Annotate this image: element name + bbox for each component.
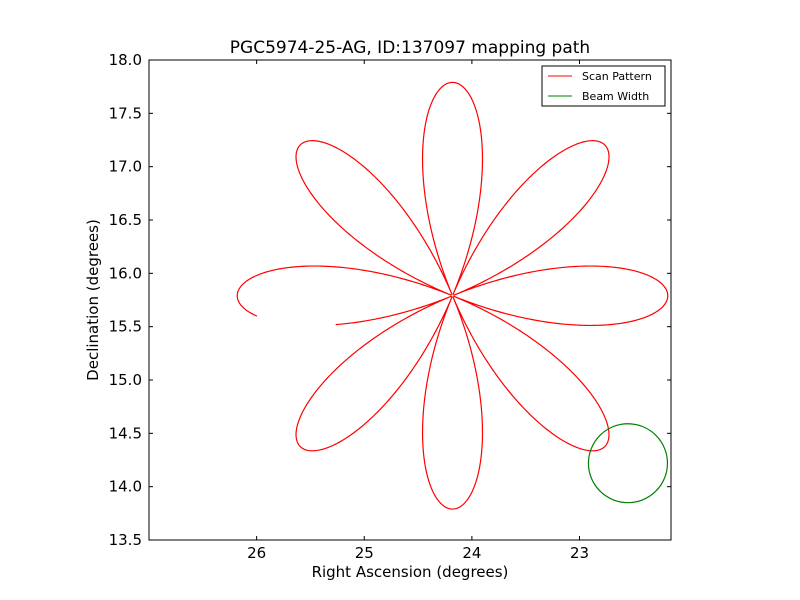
y-axis-label: Declination (degrees) xyxy=(84,219,102,381)
y-tick-label: 14.0 xyxy=(109,478,142,496)
y-axis-ticks: 13.5 14.0 14.5 15.0 15.5 16.0 16.5 17.0 17.5 18.0 xyxy=(109,51,671,549)
legend: Scan Pattern Beam Width xyxy=(541,65,666,107)
x-tick-label: 23 xyxy=(570,544,589,562)
plot-frame xyxy=(148,59,672,541)
x-axis-label: Right Ascension (degrees) xyxy=(312,563,509,581)
x-tick-label: 24 xyxy=(462,544,481,562)
y-tick-label: 15.5 xyxy=(109,318,142,336)
x-tick-label: 25 xyxy=(355,544,374,562)
y-tick-label: 17.0 xyxy=(109,158,142,176)
y-tick-label: 13.5 xyxy=(109,531,142,549)
y-tick-label: 16.5 xyxy=(109,211,142,229)
series-layer xyxy=(236,81,669,510)
y-tick-label: 18.0 xyxy=(109,51,142,69)
plot-area xyxy=(149,60,671,540)
legend-box xyxy=(541,65,666,107)
y-tick-label: 15.0 xyxy=(109,371,142,389)
x-tick-label: 26 xyxy=(247,544,266,562)
y-tick-label: 17.5 xyxy=(109,104,142,122)
legend-label-scan-pattern: Scan Pattern xyxy=(582,70,652,83)
y-tick-label: 16.0 xyxy=(109,264,142,282)
beam-width-circle xyxy=(587,423,669,504)
scan-pattern-line xyxy=(236,81,669,510)
legend-label-beam-width: Beam Width xyxy=(582,90,649,103)
chart-title: PGC5974-25-AG, ID:137097 mapping path xyxy=(230,38,590,58)
y-tick-label: 14.5 xyxy=(109,424,142,442)
x-axis-ticks: 26 25 24 23 xyxy=(247,60,589,562)
